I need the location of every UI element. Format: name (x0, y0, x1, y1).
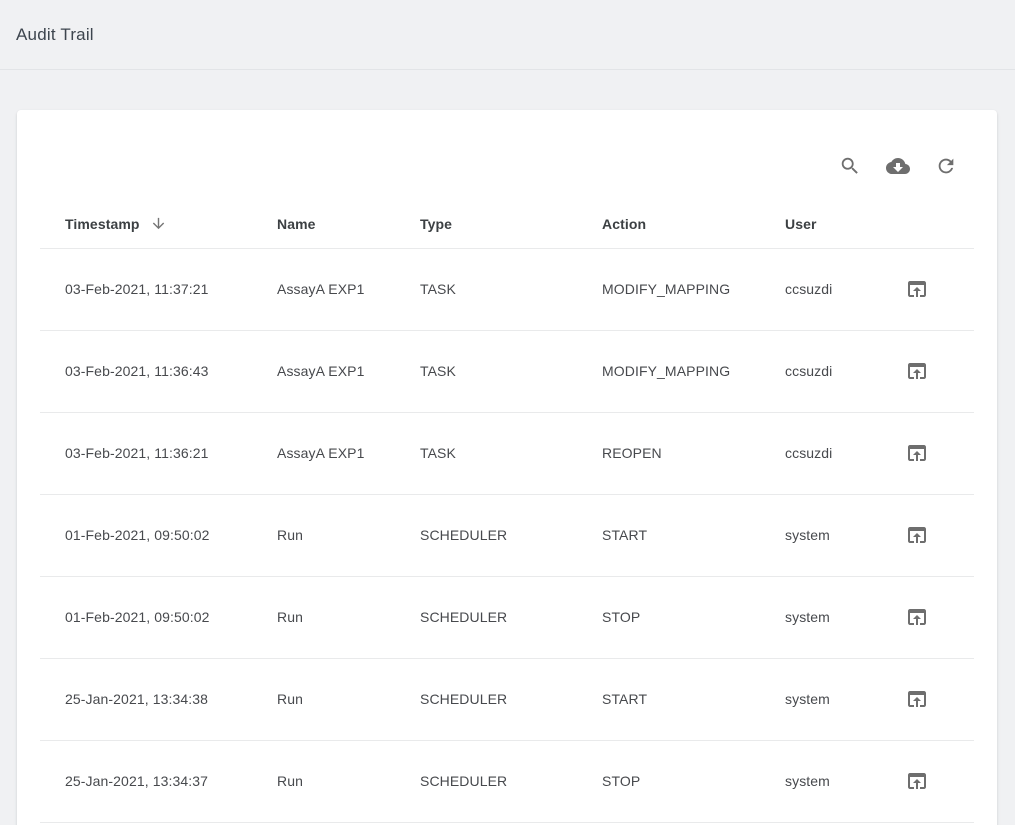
cell-open (905, 740, 974, 823)
cell-open (905, 248, 974, 331)
search-button[interactable] (830, 146, 870, 186)
cell-timestamp: 01-Feb-2021, 09:50:02 (40, 494, 277, 577)
cell-action: STOP (602, 740, 785, 823)
open-in-browser-icon (905, 605, 929, 629)
cell-user: system (785, 576, 905, 659)
cell-action: MODIFY_MAPPING (602, 248, 785, 331)
open-in-browser-icon (905, 359, 929, 383)
table-row: 25-Jan-2021, 13:34:37 Run SCHEDULER STOP… (40, 740, 974, 823)
table-row: 03-Feb-2021, 11:36:21 AssayA EXP1 TASK R… (40, 412, 974, 495)
cell-type: SCHEDULER (420, 576, 602, 659)
column-header-actions (905, 200, 974, 249)
cell-type: SCHEDULER (420, 494, 602, 577)
cell-open (905, 658, 974, 741)
cell-action: REOPEN (602, 412, 785, 495)
search-icon (839, 155, 861, 177)
cell-name: Run (277, 658, 420, 741)
table-header-row: Timestamp Name Type Action User (40, 200, 974, 249)
open-in-browser-icon (905, 769, 929, 793)
table-row: 01-Feb-2021, 09:50:02 Run SCHEDULER STOP… (40, 576, 974, 659)
refresh-button[interactable] (926, 146, 966, 186)
audit-trail-card: Timestamp Name Type Action User 03-Feb-2… (17, 110, 997, 825)
column-header-action[interactable]: Action (602, 200, 785, 249)
cell-timestamp: 03-Feb-2021, 11:36:43 (40, 330, 277, 413)
column-header-name[interactable]: Name (277, 200, 420, 249)
open-record-button[interactable] (905, 605, 929, 629)
audit-table: Timestamp Name Type Action User 03-Feb-2… (40, 200, 974, 823)
cell-user: ccsuzdi (785, 412, 905, 495)
sort-arrow-down-icon (150, 215, 167, 232)
download-button[interactable] (878, 146, 918, 186)
cell-type: TASK (420, 412, 602, 495)
cell-open (905, 412, 974, 495)
cell-timestamp: 25-Jan-2021, 13:34:37 (40, 740, 277, 823)
cell-action: START (602, 494, 785, 577)
open-record-button[interactable] (905, 359, 929, 383)
cell-name: AssayA EXP1 (277, 330, 420, 413)
open-record-button[interactable] (905, 687, 929, 711)
cell-timestamp: 25-Jan-2021, 13:34:38 (40, 658, 277, 741)
open-in-browser-icon (905, 441, 929, 465)
cell-name: Run (277, 576, 420, 659)
open-in-browser-icon (905, 687, 929, 711)
column-header-type[interactable]: Type (420, 200, 602, 249)
open-in-browser-icon (905, 277, 929, 301)
cell-name: Run (277, 740, 420, 823)
column-label: Timestamp (65, 215, 140, 232)
cell-type: TASK (420, 330, 602, 413)
table-row: 03-Feb-2021, 11:37:21 AssayA EXP1 TASK M… (40, 248, 974, 331)
open-record-button[interactable] (905, 441, 929, 465)
cell-action: MODIFY_MAPPING (602, 330, 785, 413)
refresh-icon (935, 155, 957, 177)
cell-type: TASK (420, 248, 602, 331)
cell-user: system (785, 494, 905, 577)
open-in-browser-icon (905, 523, 929, 547)
cell-user: ccsuzdi (785, 248, 905, 331)
open-record-button[interactable] (905, 769, 929, 793)
cell-open (905, 494, 974, 577)
topbar: Audit Trail (0, 0, 1015, 70)
open-record-button[interactable] (905, 523, 929, 547)
cell-user: ccsuzdi (785, 330, 905, 413)
cell-timestamp: 03-Feb-2021, 11:37:21 (40, 248, 277, 331)
page-title: Audit Trail (16, 24, 94, 44)
table-row: 03-Feb-2021, 11:36:43 AssayA EXP1 TASK M… (40, 330, 974, 413)
cell-user: system (785, 658, 905, 741)
cell-type: SCHEDULER (420, 658, 602, 741)
cell-open (905, 330, 974, 413)
cloud-download-icon (886, 154, 910, 178)
cell-name: AssayA EXP1 (277, 248, 420, 331)
cell-name: AssayA EXP1 (277, 412, 420, 495)
cell-name: Run (277, 494, 420, 577)
cell-action: START (602, 658, 785, 741)
toolbar (17, 110, 997, 186)
cell-timestamp: 01-Feb-2021, 09:50:02 (40, 576, 277, 659)
cell-open (905, 576, 974, 659)
table-row: 01-Feb-2021, 09:50:02 Run SCHEDULER STAR… (40, 494, 974, 577)
audit-table-body: 03-Feb-2021, 11:37:21 AssayA EXP1 TASK M… (40, 248, 974, 823)
cell-user: system (785, 740, 905, 823)
column-header-user[interactable]: User (785, 200, 905, 249)
table-row: 25-Jan-2021, 13:34:38 Run SCHEDULER STAR… (40, 658, 974, 741)
column-header-timestamp[interactable]: Timestamp (40, 200, 277, 249)
open-record-button[interactable] (905, 277, 929, 301)
cell-action: STOP (602, 576, 785, 659)
cell-timestamp: 03-Feb-2021, 11:36:21 (40, 412, 277, 495)
cell-type: SCHEDULER (420, 740, 602, 823)
